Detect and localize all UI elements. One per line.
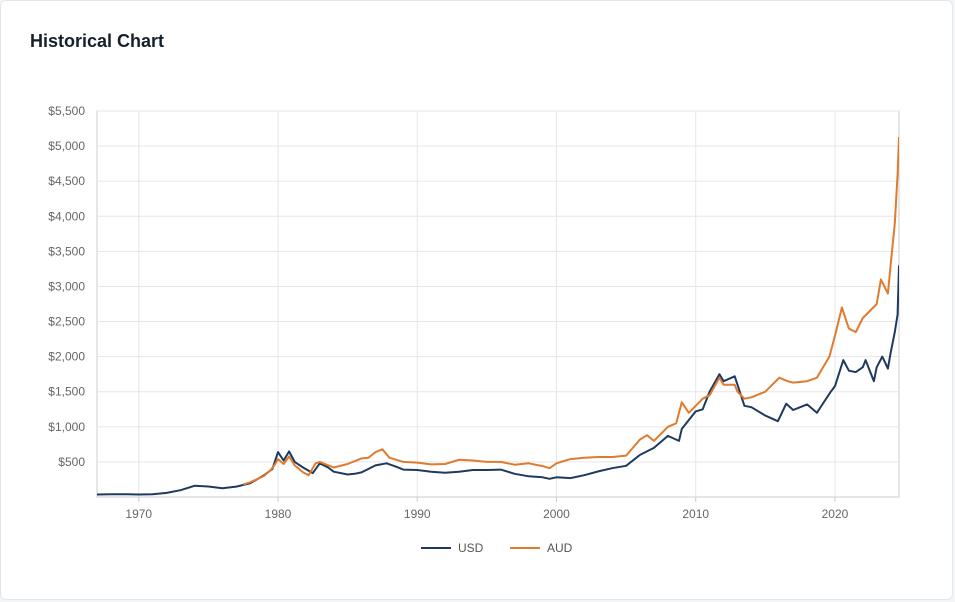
y-tick-label: $4,500: [48, 174, 85, 188]
chart-legend[interactable]: USD AUD: [421, 541, 573, 555]
x-tick-label: 2020: [822, 507, 849, 521]
chart-axes: $500 $1,000 $1,500 $2,000 $2,500 $3,000 $3,500…: [48, 104, 899, 521]
card-title: Historical Chart: [30, 31, 165, 51]
y-tick-label: $1,000: [48, 420, 85, 434]
series-line-aud: [242, 136, 899, 486]
y-tick-label: $4,000: [48, 209, 85, 223]
legend-item-aud[interactable]: AUD: [510, 541, 573, 555]
y-tick-label: $3,500: [48, 244, 85, 258]
legend-item-usd[interactable]: USD: [421, 541, 484, 555]
y-tick-label: $5,500: [48, 104, 85, 118]
chart-series: [97, 136, 899, 496]
y-tick-label: $2,500: [48, 315, 85, 329]
x-tick-label: 1970: [125, 507, 152, 521]
series-line-usd: [97, 265, 899, 496]
x-tick-label: 1990: [404, 507, 431, 521]
legend-label: AUD: [547, 541, 573, 555]
y-tick-label: $3,000: [48, 279, 85, 293]
x-tick-label: 1980: [265, 507, 292, 521]
legend-label: USD: [458, 541, 484, 555]
y-tick-label: $5,000: [48, 139, 85, 153]
y-tick-label: $1,500: [48, 385, 85, 399]
x-tick-label: 2000: [543, 507, 570, 521]
x-tick-label: 2010: [682, 507, 709, 521]
chart-grid: [96, 110, 900, 498]
y-tick-label: $500: [58, 455, 85, 469]
plot-frame: [96, 110, 900, 498]
y-tick-label: $2,000: [48, 350, 85, 364]
